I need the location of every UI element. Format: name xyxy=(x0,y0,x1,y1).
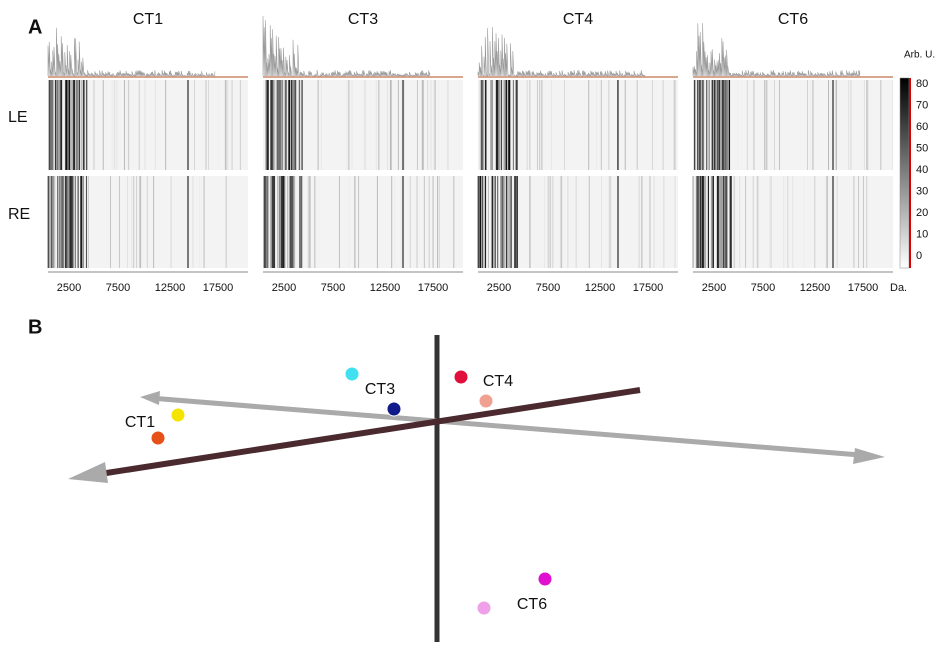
spectrum xyxy=(478,27,645,76)
colorbar-tick-label: 80 xyxy=(916,78,928,90)
axis xyxy=(150,398,860,455)
arrowhead xyxy=(853,448,885,464)
point xyxy=(454,370,468,384)
x-tick-label: 17500 xyxy=(848,282,879,294)
figure: A B LE RE Da. Arb. U. CT1 2500 7500 12500 17… xyxy=(0,0,948,657)
x-tick-label: 12500 xyxy=(800,282,831,294)
x-tick-label: 7500 xyxy=(536,282,560,294)
x-tick-label: 7500 xyxy=(321,282,345,294)
point xyxy=(538,572,552,586)
x-tick-label: 12500 xyxy=(370,282,401,294)
point-label: CT3 xyxy=(365,381,395,398)
sample-title: CT3 xyxy=(348,11,378,28)
colorbar-tick-label: 40 xyxy=(916,164,928,176)
point xyxy=(171,408,185,422)
row-label: LE xyxy=(8,109,28,126)
arrowhead xyxy=(68,462,108,483)
point-label: CT4 xyxy=(483,373,513,390)
colorbar-tick-label: 0 xyxy=(916,250,922,262)
spectrum xyxy=(693,23,860,76)
spectrum xyxy=(263,16,430,76)
point xyxy=(345,367,359,381)
x-tick-label: 7500 xyxy=(751,282,775,294)
x-tick-label: 17500 xyxy=(203,282,234,294)
panel-label: B xyxy=(28,316,42,338)
sample-title: CT6 xyxy=(778,11,808,28)
point-label: CT6 xyxy=(517,596,547,613)
colorbar-tick-label: 70 xyxy=(916,99,928,111)
colorbar xyxy=(900,78,909,268)
x-tick-label: 2500 xyxy=(702,282,726,294)
spectrum xyxy=(48,28,215,76)
x-tick-label: 7500 xyxy=(106,282,130,294)
x-tick-label: 2500 xyxy=(487,282,511,294)
point xyxy=(477,601,491,615)
arrowhead xyxy=(140,391,160,405)
x-tick-label: 12500 xyxy=(585,282,616,294)
colorbar-title: Arb. U. xyxy=(904,50,935,61)
unit-label: Da. xyxy=(890,282,907,294)
x-tick-label: 2500 xyxy=(57,282,81,294)
x-tick-label: 17500 xyxy=(418,282,449,294)
point xyxy=(387,402,401,416)
colorbar-tick-label: 20 xyxy=(916,207,928,219)
row-label: RE xyxy=(8,206,30,223)
colorbar-tick-label: 30 xyxy=(916,185,928,197)
sample-title: CT4 xyxy=(563,11,593,28)
panel-label: A xyxy=(28,16,42,38)
x-tick-label: 12500 xyxy=(155,282,186,294)
gel xyxy=(478,176,678,268)
colorbar-tick-label: 50 xyxy=(916,142,928,154)
sample-title: CT1 xyxy=(133,11,163,28)
gel xyxy=(263,80,463,170)
point xyxy=(151,431,165,445)
point xyxy=(479,394,493,408)
colorbar-tick-label: 60 xyxy=(916,121,928,133)
colorbar-tick-label: 10 xyxy=(916,228,928,240)
point-label: CT1 xyxy=(125,414,155,431)
x-tick-label: 17500 xyxy=(633,282,664,294)
x-tick-label: 2500 xyxy=(272,282,296,294)
